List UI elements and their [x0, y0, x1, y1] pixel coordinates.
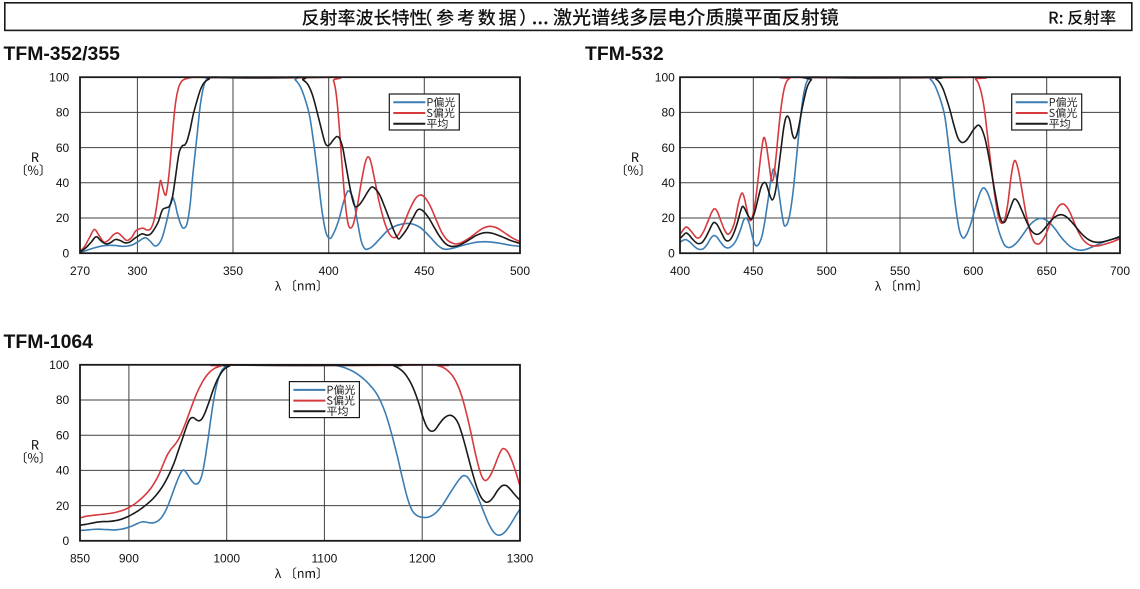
svg-text:450: 450 [743, 264, 763, 278]
svg-text:λ: λ [275, 278, 282, 293]
svg-text:1000: 1000 [213, 551, 240, 565]
svg-text:450: 450 [414, 264, 434, 278]
svg-text:650: 650 [1037, 264, 1057, 278]
svg-text:1200: 1200 [409, 551, 436, 565]
svg-text:100: 100 [49, 70, 69, 84]
svg-text:550: 550 [890, 264, 910, 278]
svg-text:λ: λ [875, 278, 882, 293]
svg-text:500: 500 [817, 264, 837, 278]
svg-text:400: 400 [670, 264, 690, 278]
svg-text:100: 100 [49, 358, 69, 372]
svg-text:1300: 1300 [507, 551, 534, 565]
svg-text:80: 80 [56, 106, 70, 120]
svg-text:80: 80 [661, 106, 675, 120]
svg-text:100: 100 [655, 70, 675, 84]
svg-text:0: 0 [63, 246, 70, 260]
svg-text:20: 20 [56, 499, 70, 513]
svg-text:400: 400 [319, 264, 339, 278]
svg-text:1100: 1100 [311, 551, 337, 565]
svg-text:20: 20 [56, 211, 70, 225]
svg-text:60: 60 [56, 141, 70, 155]
svg-text:80: 80 [56, 393, 70, 407]
svg-text:60: 60 [661, 141, 675, 155]
svg-text:500: 500 [510, 264, 530, 278]
svg-text:0: 0 [668, 246, 675, 260]
svg-text:850: 850 [70, 551, 90, 565]
svg-text:40: 40 [56, 176, 70, 190]
svg-text:λ: λ [275, 566, 282, 581]
svg-text:300: 300 [127, 264, 147, 278]
svg-text:20: 20 [661, 211, 675, 225]
svg-text:40: 40 [661, 176, 675, 190]
svg-text:60: 60 [56, 428, 70, 442]
svg-text:0: 0 [63, 534, 70, 548]
svg-text:700: 700 [1110, 264, 1130, 278]
svg-text:270: 270 [70, 264, 90, 278]
svg-text:40: 40 [56, 464, 70, 478]
svg-text:350: 350 [223, 264, 243, 278]
svg-text:600: 600 [963, 264, 983, 278]
svg-text:900: 900 [119, 551, 139, 565]
